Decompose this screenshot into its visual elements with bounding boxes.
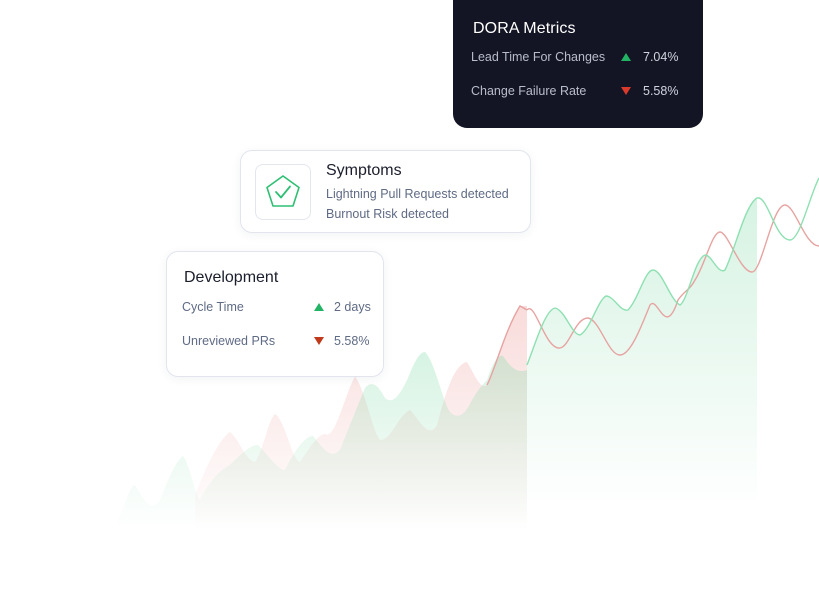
metric-label: Change Failure Rate bbox=[471, 84, 587, 98]
metric-value: 5.58% bbox=[334, 334, 370, 348]
symptoms-title: Symptoms bbox=[326, 162, 402, 179]
pentagon-check-icon bbox=[266, 175, 300, 207]
arrow-down-icon bbox=[621, 87, 631, 95]
symptom-item: Lightning Pull Requests detected bbox=[326, 187, 509, 201]
metric-value: 2 days bbox=[334, 300, 371, 314]
symptoms-icon-box bbox=[255, 164, 311, 220]
arrow-down-icon bbox=[314, 337, 324, 345]
arrow-up-icon bbox=[314, 303, 324, 311]
development-title: Development bbox=[184, 269, 279, 286]
dora-metrics-card: DORA Metrics Lead Time For Changes 7.04%… bbox=[453, 0, 703, 128]
metric-label: Unreviewed PRs bbox=[182, 334, 276, 348]
metric-label: Lead Time For Changes bbox=[471, 50, 606, 64]
dev-metric-unreviewed-prs: Unreviewed PRs 5.58% bbox=[182, 334, 377, 354]
dev-metric-cycle-time: Cycle Time 2 days bbox=[182, 300, 377, 320]
red-trend-line bbox=[526, 204, 819, 356]
red-trend-line-left bbox=[486, 305, 528, 386]
green-area-right bbox=[527, 198, 757, 510]
dora-metric-lead-time: Lead Time For Changes 7.04% bbox=[471, 50, 685, 84]
dora-title: DORA Metrics bbox=[473, 20, 576, 37]
development-card: Development Cycle Time 2 days Unreviewed… bbox=[166, 251, 384, 377]
metric-value: 5.58% bbox=[643, 84, 679, 98]
arrow-up-icon bbox=[621, 53, 631, 61]
green-trend-line bbox=[526, 177, 819, 366]
green-area-left bbox=[118, 352, 527, 530]
symptoms-card: Symptoms Lightning Pull Requests detecte… bbox=[240, 150, 531, 233]
symptom-item: Burnout Risk detected bbox=[326, 207, 449, 221]
metric-value: 7.04% bbox=[643, 50, 679, 64]
metric-label: Cycle Time bbox=[182, 300, 244, 314]
dora-metric-change-failure: Change Failure Rate 5.58% bbox=[471, 84, 685, 118]
